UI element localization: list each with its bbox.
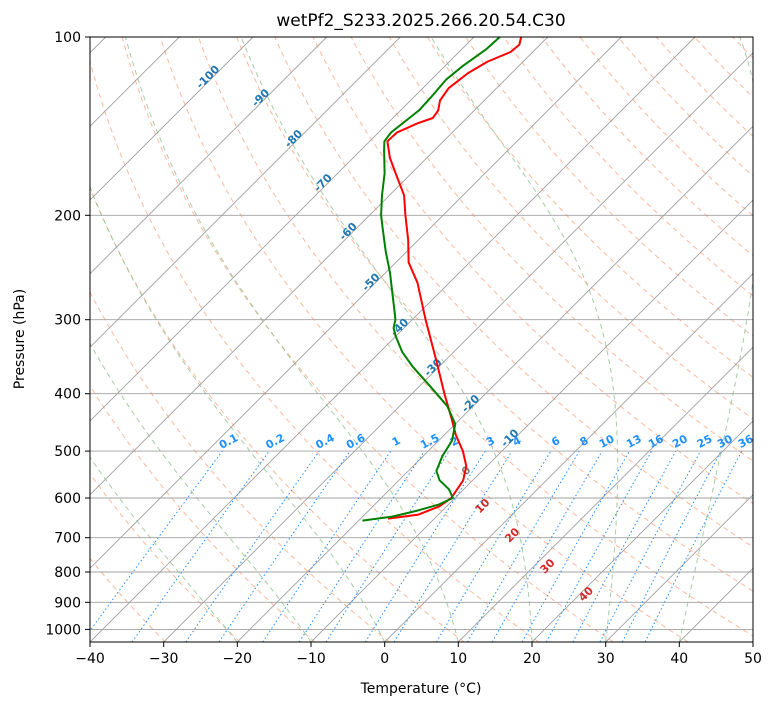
mixing-ratio-label: 13: [624, 432, 644, 451]
x-tick-label: −20: [223, 651, 253, 667]
mixing-ratio-label: 36: [736, 432, 756, 451]
dry-adiabat: [90, 291, 390, 642]
x-axis: −40 −30 −20 −10 0 10 20 30 40 50: [75, 642, 762, 667]
dry-adiabat: [236, 37, 753, 592]
temperature-profile: [386, 37, 523, 520]
mixing-ratio-line: [491, 450, 603, 642]
dry-adiabat: [90, 59, 540, 642]
y-tick-label: 200: [54, 208, 81, 224]
dry-adiabat: [312, 37, 753, 505]
mixing-ratio-label: 30: [715, 432, 735, 451]
isotherm: [531, 420, 753, 642]
mixing-ratio-label: 25: [695, 432, 715, 451]
isotherm: [90, 37, 328, 275]
mixing-ratio-line: [185, 450, 320, 642]
mixing-ratio-line: [218, 450, 351, 642]
x-tick-label: −10: [296, 651, 326, 667]
dewpoint-profile: [362, 37, 501, 522]
background-lines: [90, 37, 753, 642]
moist-adiabat: [90, 185, 386, 642]
isotherm: [384, 273, 753, 642]
dry-adiabat: [350, 37, 753, 462]
isotherm: [90, 37, 549, 496]
dry-adiabat: [90, 472, 241, 642]
isotherm: [90, 37, 401, 348]
dry-adiabat: [90, 384, 316, 642]
mixing-ratio-line: [364, 450, 486, 642]
mixing-ratio-line: [435, 450, 552, 642]
isotherm: [90, 37, 622, 569]
profiles: [362, 37, 523, 522]
mixing-ratio-label: 16: [646, 432, 666, 451]
y-axis-title: Pressure (hPa): [12, 289, 28, 389]
x-tick-label: 30: [597, 651, 615, 667]
mixing-ratio-line: [393, 450, 513, 642]
x-tick-label: 40: [670, 651, 688, 667]
y-tick-label: 800: [54, 565, 81, 581]
moist-adiabat: [125, 37, 459, 642]
y-tick-label: 500: [54, 444, 81, 460]
isotherm: [90, 37, 475, 422]
mixing-ratio-line: [90, 450, 223, 632]
y-tick-label: 1000: [45, 622, 81, 638]
mixing-ratio-line: [545, 450, 653, 642]
x-tick-label: 0: [380, 651, 389, 667]
y-tick-label: 600: [54, 491, 81, 507]
x-tick-label: −30: [149, 651, 179, 667]
mixing-ratio-line: [325, 450, 450, 642]
y-axis: 100 200 300 400 500 600 700 800 900 1000: [45, 30, 90, 638]
moist-adiabat: [90, 342, 312, 642]
y-tick-label: 400: [54, 387, 81, 403]
mixing-ratio-line: [521, 450, 630, 642]
mixing-ratio-line: [131, 450, 270, 642]
isotherm: [310, 199, 753, 642]
isotherm: [90, 37, 254, 201]
mixing-ratio-line: [572, 450, 677, 642]
dry-adiabat: [90, 186, 465, 642]
y-tick-label: 300: [54, 313, 81, 329]
x-tick-label: 50: [744, 651, 762, 667]
isotherm: [236, 125, 753, 642]
chart-title: wetPf2_S233.2025.266.20.54.C30: [276, 11, 565, 31]
dry-adiabat: [159, 37, 689, 642]
isotherm: [605, 494, 753, 642]
isotherm: [90, 37, 696, 642]
mixing-ratio-label: 10: [597, 432, 617, 451]
x-tick-label: 20: [523, 651, 541, 667]
isotherm: [457, 346, 753, 642]
x-axis-title: Temperature (°C): [360, 681, 482, 697]
plot-frame: [89, 36, 754, 643]
moist-adiabat: [240, 37, 533, 642]
mixing-ratio-line: [467, 450, 580, 642]
mixing-ratio-label: 20: [670, 432, 690, 451]
isotherm: [163, 52, 753, 642]
x-tick-label: −40: [75, 651, 105, 667]
y-tick-label: 900: [54, 595, 81, 611]
moist-adiabat: [678, 37, 753, 642]
y-tick-label: 100: [54, 30, 81, 46]
moist-adiabat: [430, 37, 619, 642]
y-tick-label: 700: [54, 531, 81, 547]
x-tick-label: 10: [449, 651, 467, 667]
dry-adiabat: [198, 37, 753, 637]
